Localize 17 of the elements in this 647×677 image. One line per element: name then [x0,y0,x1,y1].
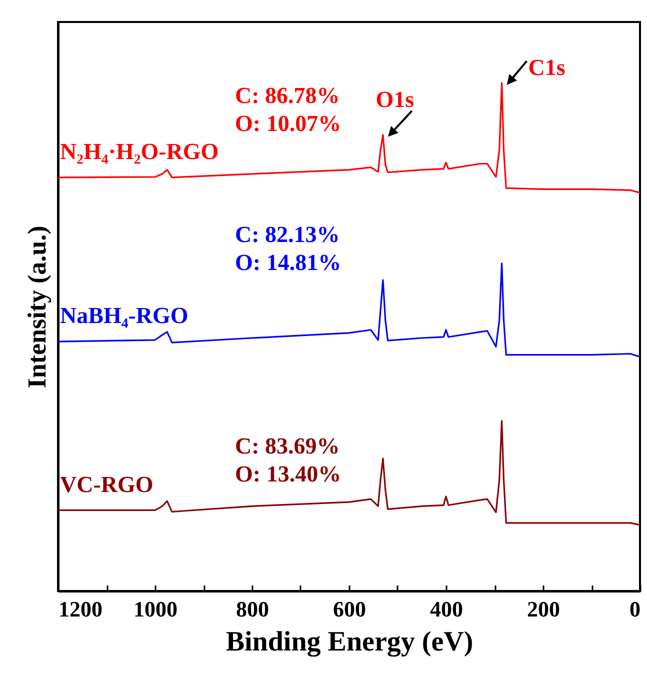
annotation: C: 82.13% O: 14.81% [235,222,342,275]
annotation: C: 86.78% O: 10.07% [235,83,342,136]
x-tick-label: 0 [630,596,640,622]
series-label: VC-RGO [60,472,154,497]
annotation: C1s [528,54,566,80]
series-label: NaBH₄-RGO [60,303,188,328]
x-axis-title: Binding Energy (eV) [226,626,474,658]
annotation: O1s [376,86,414,112]
x-tick-label: 400 [430,596,463,622]
x-tick-label: 1000 [134,596,178,622]
x-tick-label: 200 [527,596,560,622]
x-tick-label: 800 [236,596,269,622]
x-tick-label: 1200 [58,596,102,622]
series-label: N₂H₄·H₂O-RGO [60,139,219,164]
x-tick-label: 600 [333,596,366,622]
y-axis-title: Intensity (a.u.) [22,226,52,388]
annotation: C: 83.69% O: 13.40% [235,434,342,487]
